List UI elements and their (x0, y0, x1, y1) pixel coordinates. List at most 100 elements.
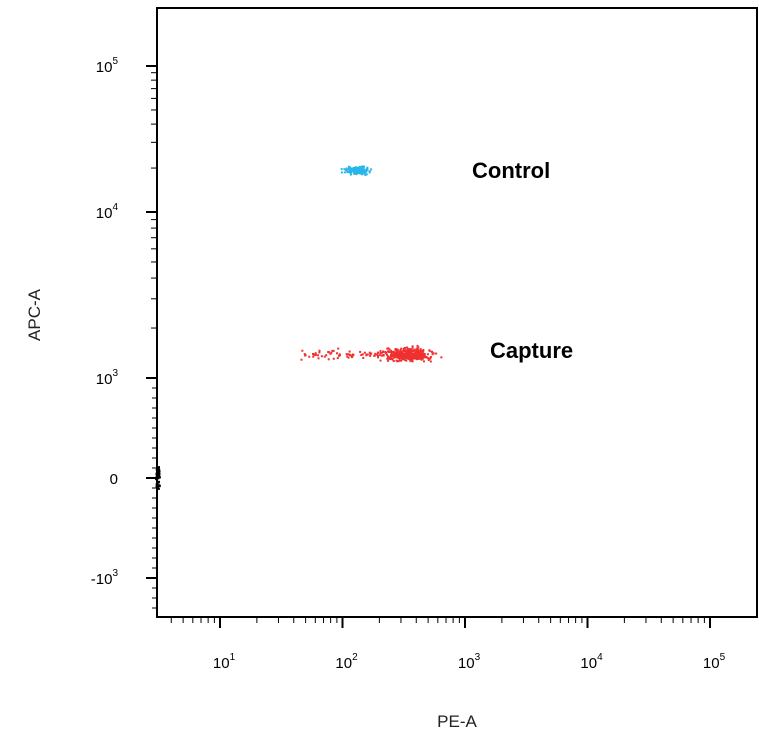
data-point-capture (394, 354, 397, 357)
data-point-capture (394, 347, 397, 350)
data-point-capture (336, 357, 339, 360)
data-point-capture (375, 353, 378, 356)
data-point-capture (314, 353, 317, 356)
data-point-control (361, 173, 364, 176)
data-point-capture (422, 350, 425, 353)
data-point-capture (350, 356, 353, 359)
data-point-capture (348, 354, 351, 357)
data-point-control (350, 171, 353, 174)
data-point-capture (384, 350, 387, 353)
data-point-control (366, 166, 369, 169)
data-point-control (357, 168, 360, 171)
x-tick-label: 101 (213, 652, 236, 672)
data-point-capture (361, 353, 364, 356)
data-point-capture (401, 356, 404, 359)
data-point-capture (379, 352, 382, 355)
zero-event (156, 474, 160, 477)
data-point-control (340, 171, 343, 174)
data-point-capture (410, 358, 413, 361)
data-point-control (365, 173, 368, 176)
zero-event (156, 484, 160, 487)
data-point-capture (410, 352, 413, 355)
data-point-capture (301, 349, 304, 352)
data-point-capture (312, 355, 315, 358)
data-point-capture (409, 354, 412, 357)
data-point-capture (335, 352, 338, 355)
data-point-capture (414, 351, 417, 354)
data-point-capture (399, 351, 402, 354)
data-point-control (348, 166, 351, 169)
data-point-control (359, 169, 362, 172)
data-point-capture (410, 348, 413, 351)
data-point-control (354, 166, 357, 169)
data-point-capture (374, 352, 377, 355)
data-point-control (358, 166, 361, 169)
data-point-capture (401, 352, 404, 355)
data-point-capture (427, 359, 430, 362)
data-point-capture (394, 349, 397, 352)
data-point-capture (396, 354, 399, 357)
data-point-capture (393, 356, 396, 359)
data-point-capture (409, 356, 412, 359)
zero-event (156, 486, 160, 489)
data-point-capture (408, 358, 411, 361)
data-point-capture (362, 356, 365, 359)
data-point-capture (409, 355, 412, 358)
data-point-capture (368, 351, 371, 354)
data-point-capture (412, 352, 415, 355)
data-point-capture (338, 354, 341, 357)
data-point-control (346, 170, 349, 173)
zero-event (156, 481, 160, 484)
data-point-control (340, 168, 343, 171)
data-point-control (348, 168, 351, 171)
data-point-capture (432, 352, 435, 355)
data-point-capture (397, 356, 400, 359)
data-point-capture (417, 352, 420, 355)
data-point-control (362, 165, 365, 168)
data-point-capture (332, 357, 335, 360)
data-point-capture (399, 350, 402, 353)
data-point-capture (417, 355, 420, 358)
data-point-control (344, 169, 347, 172)
data-point-capture (407, 350, 410, 353)
data-point-capture (420, 353, 423, 356)
data-point-control (361, 166, 364, 169)
data-point-capture (303, 353, 306, 356)
data-point-capture (398, 359, 401, 362)
data-point-capture (414, 353, 417, 356)
data-point-capture (377, 354, 380, 357)
data-point-capture (399, 356, 402, 359)
data-point-capture (308, 355, 311, 358)
data-point-control (364, 173, 367, 176)
data-point-capture (351, 353, 354, 356)
data-point-capture (423, 353, 426, 356)
zero-event (155, 483, 159, 486)
data-point-control (354, 172, 357, 175)
zero-axis-events (155, 466, 161, 490)
data-point-control (356, 170, 359, 173)
data-point-capture (393, 353, 396, 356)
data-point-control (364, 169, 367, 172)
data-point-capture (347, 356, 350, 359)
data-point-capture (320, 355, 323, 358)
data-point-capture (395, 359, 398, 362)
data-point-control (362, 170, 365, 173)
data-point-capture (390, 353, 393, 356)
data-point-capture (350, 354, 353, 357)
data-point-control (365, 168, 368, 171)
y-tick-label: -103 (91, 568, 119, 588)
cluster-annotations: Control Capture (472, 158, 573, 363)
x-tick-label: 103 (458, 652, 481, 672)
data-point-capture (392, 360, 395, 363)
data-point-capture (429, 357, 432, 360)
data-point-capture (416, 357, 419, 360)
data-point-capture (327, 358, 330, 361)
data-point-capture (411, 346, 414, 349)
data-point-capture (395, 350, 398, 353)
data-point-capture (412, 356, 415, 359)
data-point-control (352, 167, 355, 170)
data-point-capture (422, 360, 425, 363)
data-point-control (366, 169, 369, 172)
data-point-capture (391, 358, 394, 361)
data-point-capture (408, 350, 411, 353)
